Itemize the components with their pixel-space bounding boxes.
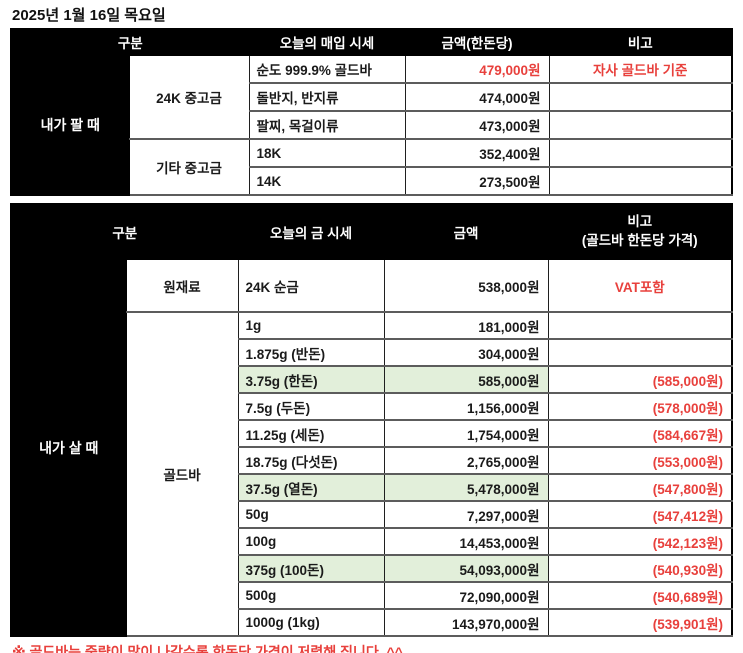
- table-row-highlighted: 37.5g (열돈) 5,478,000원 (547,800원): [11, 473, 733, 502]
- item-cell: 18.75g (다섯돈): [237, 446, 385, 475]
- amount-cell: 538,000원: [383, 258, 549, 313]
- amount-cell: 1,156,000원: [383, 392, 549, 421]
- amount-cell: 585,000원: [383, 365, 549, 394]
- note-cell: (540,689원): [547, 581, 733, 610]
- note-cell: VAT포함: [547, 258, 733, 313]
- amount-cell: 143,970,000원: [383, 608, 549, 637]
- amount-cell: 352,400원: [404, 138, 550, 168]
- note-cell: [547, 311, 733, 340]
- table-row: 100g 14,453,000원 (542,123원): [11, 527, 733, 556]
- item-cell: 14K: [248, 166, 406, 196]
- sell-header-category: 구분: [10, 28, 250, 56]
- item-cell: 11.25g (세돈): [237, 419, 385, 448]
- sell-group-24k: 24K 중고금: [128, 54, 250, 140]
- table-row: 7.5g (두돈) 1,156,000원 (578,000원): [11, 392, 733, 421]
- buy-header-note-line1: 비고: [627, 214, 653, 230]
- amount-cell: 1,754,000원: [383, 419, 549, 448]
- item-cell: 팔찌, 목걸이류: [248, 110, 406, 140]
- table-row: 500g 72,090,000원 (540,689원): [11, 581, 733, 610]
- note-cell: (553,000원): [547, 446, 733, 475]
- item-cell: 1000g (1kg): [237, 608, 385, 637]
- table-row: 내가 팔 때 24K 중고금 순도 999.9% 골드바 479,000원 자사…: [10, 54, 733, 196]
- note-cell: [548, 166, 733, 196]
- sell-group-etc: 기타 중고금: [128, 138, 250, 196]
- note-cell: [548, 82, 733, 112]
- sell-header-amount: 금액(한돈당): [404, 28, 550, 56]
- sell-price-table: 구분 오늘의 매입 시세 금액(한돈당) 비고 내가 팔 때 24K 중고금 순…: [10, 28, 733, 196]
- amount-cell: 479,000원: [404, 54, 550, 84]
- table-row-highlighted: 375g (100돈) 54,093,000원 (540,930원): [11, 554, 733, 583]
- note-cell: (539,901원): [547, 608, 733, 637]
- amount-cell: 2,765,000원: [383, 446, 549, 475]
- buy-side-label: 내가 살 때: [10, 258, 127, 637]
- note-cell: [548, 138, 733, 168]
- table-row: 18.75g (다섯돈) 2,765,000원 (553,000원): [11, 446, 733, 475]
- buy-price-table: 구분 오늘의 금 시세 금액 비고 (골드바 한돈당 가격) 내가 살 때 원재…: [10, 203, 733, 637]
- item-cell: 18K: [248, 138, 406, 168]
- buy-header-category: 구분: [10, 203, 239, 260]
- item-cell: 50g: [237, 500, 385, 529]
- table-row: 내가 살 때 원재료 24K 순금 538,000원 VAT포함: [10, 258, 733, 637]
- buy-header-price: 오늘의 금 시세: [237, 203, 385, 260]
- note-cell: 자사 골드바 기준: [548, 54, 733, 84]
- buy-group-raw: 원재료: [125, 258, 239, 313]
- item-cell: 100g: [237, 527, 385, 556]
- table-row: 팔찌, 목걸이류 473,000원: [11, 110, 733, 140]
- note-cell: (578,000원): [547, 392, 733, 421]
- amount-cell: 54,093,000원: [383, 554, 549, 583]
- footnote: ※ 골드바는 중량이 많이 나갈수록 한돈당 가격이 저렴해 집니다. ^^: [12, 644, 403, 653]
- table-row: 1000g (1kg) 143,970,000원 (539,901원): [11, 608, 733, 637]
- table-row-highlighted: 3.75g (한돈) 585,000원 (585,000원): [11, 365, 733, 394]
- item-cell: 1.875g (반돈): [237, 338, 385, 367]
- table-row: 골드바 1g 181,000원: [11, 311, 733, 637]
- amount-cell: 304,000원: [383, 338, 549, 367]
- table-row: 50g 7,297,000원 (547,412원): [11, 500, 733, 529]
- amount-cell: 273,500원: [404, 166, 550, 196]
- buy-header-note: 비고 (골드바 한돈당 가격): [547, 203, 733, 260]
- table-row: 돌반지, 반지류 474,000원: [11, 82, 733, 112]
- buy-header-amount: 금액: [383, 203, 549, 260]
- note-cell: (542,123원): [547, 527, 733, 556]
- note-cell: [548, 110, 733, 140]
- note-cell: (547,800원): [547, 473, 733, 502]
- amount-cell: 7,297,000원: [383, 500, 549, 529]
- item-cell: 500g: [237, 581, 385, 610]
- item-cell: 순도 999.9% 골드바: [248, 54, 406, 84]
- note-cell: [547, 338, 733, 367]
- amount-cell: 181,000원: [383, 311, 549, 340]
- table-row: 기타 중고금 18K 352,400원: [11, 138, 733, 196]
- table-row: 1.875g (반돈) 304,000원: [11, 338, 733, 367]
- table-gap: [0, 196, 743, 203]
- sell-header-price: 오늘의 매입 시세: [248, 28, 406, 56]
- page-title: 2025년 1월 16일 목요일: [12, 7, 166, 24]
- sell-header-row: 구분 오늘의 매입 시세 금액(한돈당) 비고: [10, 28, 733, 56]
- item-cell: 3.75g (한돈): [237, 365, 385, 394]
- item-cell: 돌반지, 반지류: [248, 82, 406, 112]
- amount-cell: 14,453,000원: [383, 527, 549, 556]
- table-row: 14K 273,500원: [11, 166, 733, 196]
- sell-header-note: 비고: [548, 28, 733, 56]
- buy-group-goldbar: 골드바: [125, 311, 239, 637]
- item-cell: 1g: [237, 311, 385, 340]
- item-cell: 375g (100돈): [237, 554, 385, 583]
- amount-cell: 474,000원: [404, 82, 550, 112]
- amount-cell: 5,478,000원: [383, 473, 549, 502]
- item-cell: 24K 순금: [237, 258, 385, 313]
- note-cell: (584,667원): [547, 419, 733, 448]
- table-row: 11.25g (세돈) 1,754,000원 (584,667원): [11, 419, 733, 448]
- buy-header-row: 구분 오늘의 금 시세 금액 비고 (골드바 한돈당 가격): [10, 203, 733, 260]
- buy-header-note-line2: (골드바 한돈당 가격): [581, 232, 698, 248]
- sell-side-label: 내가 팔 때: [10, 54, 130, 196]
- amount-cell: 72,090,000원: [383, 581, 549, 610]
- note-cell: (585,000원): [547, 365, 733, 394]
- item-cell: 37.5g (열돈): [237, 473, 385, 502]
- item-cell: 7.5g (두돈): [237, 392, 385, 421]
- note-cell: (540,930원): [547, 554, 733, 583]
- note-cell: (547,412원): [547, 500, 733, 529]
- amount-cell: 473,000원: [404, 110, 550, 140]
